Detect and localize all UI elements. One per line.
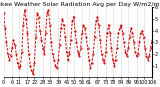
Title: Milwaukee Weather Solar Radiation Avg per Day W/m2/minute: Milwaukee Weather Solar Radiation Avg pe…: [0, 2, 160, 7]
